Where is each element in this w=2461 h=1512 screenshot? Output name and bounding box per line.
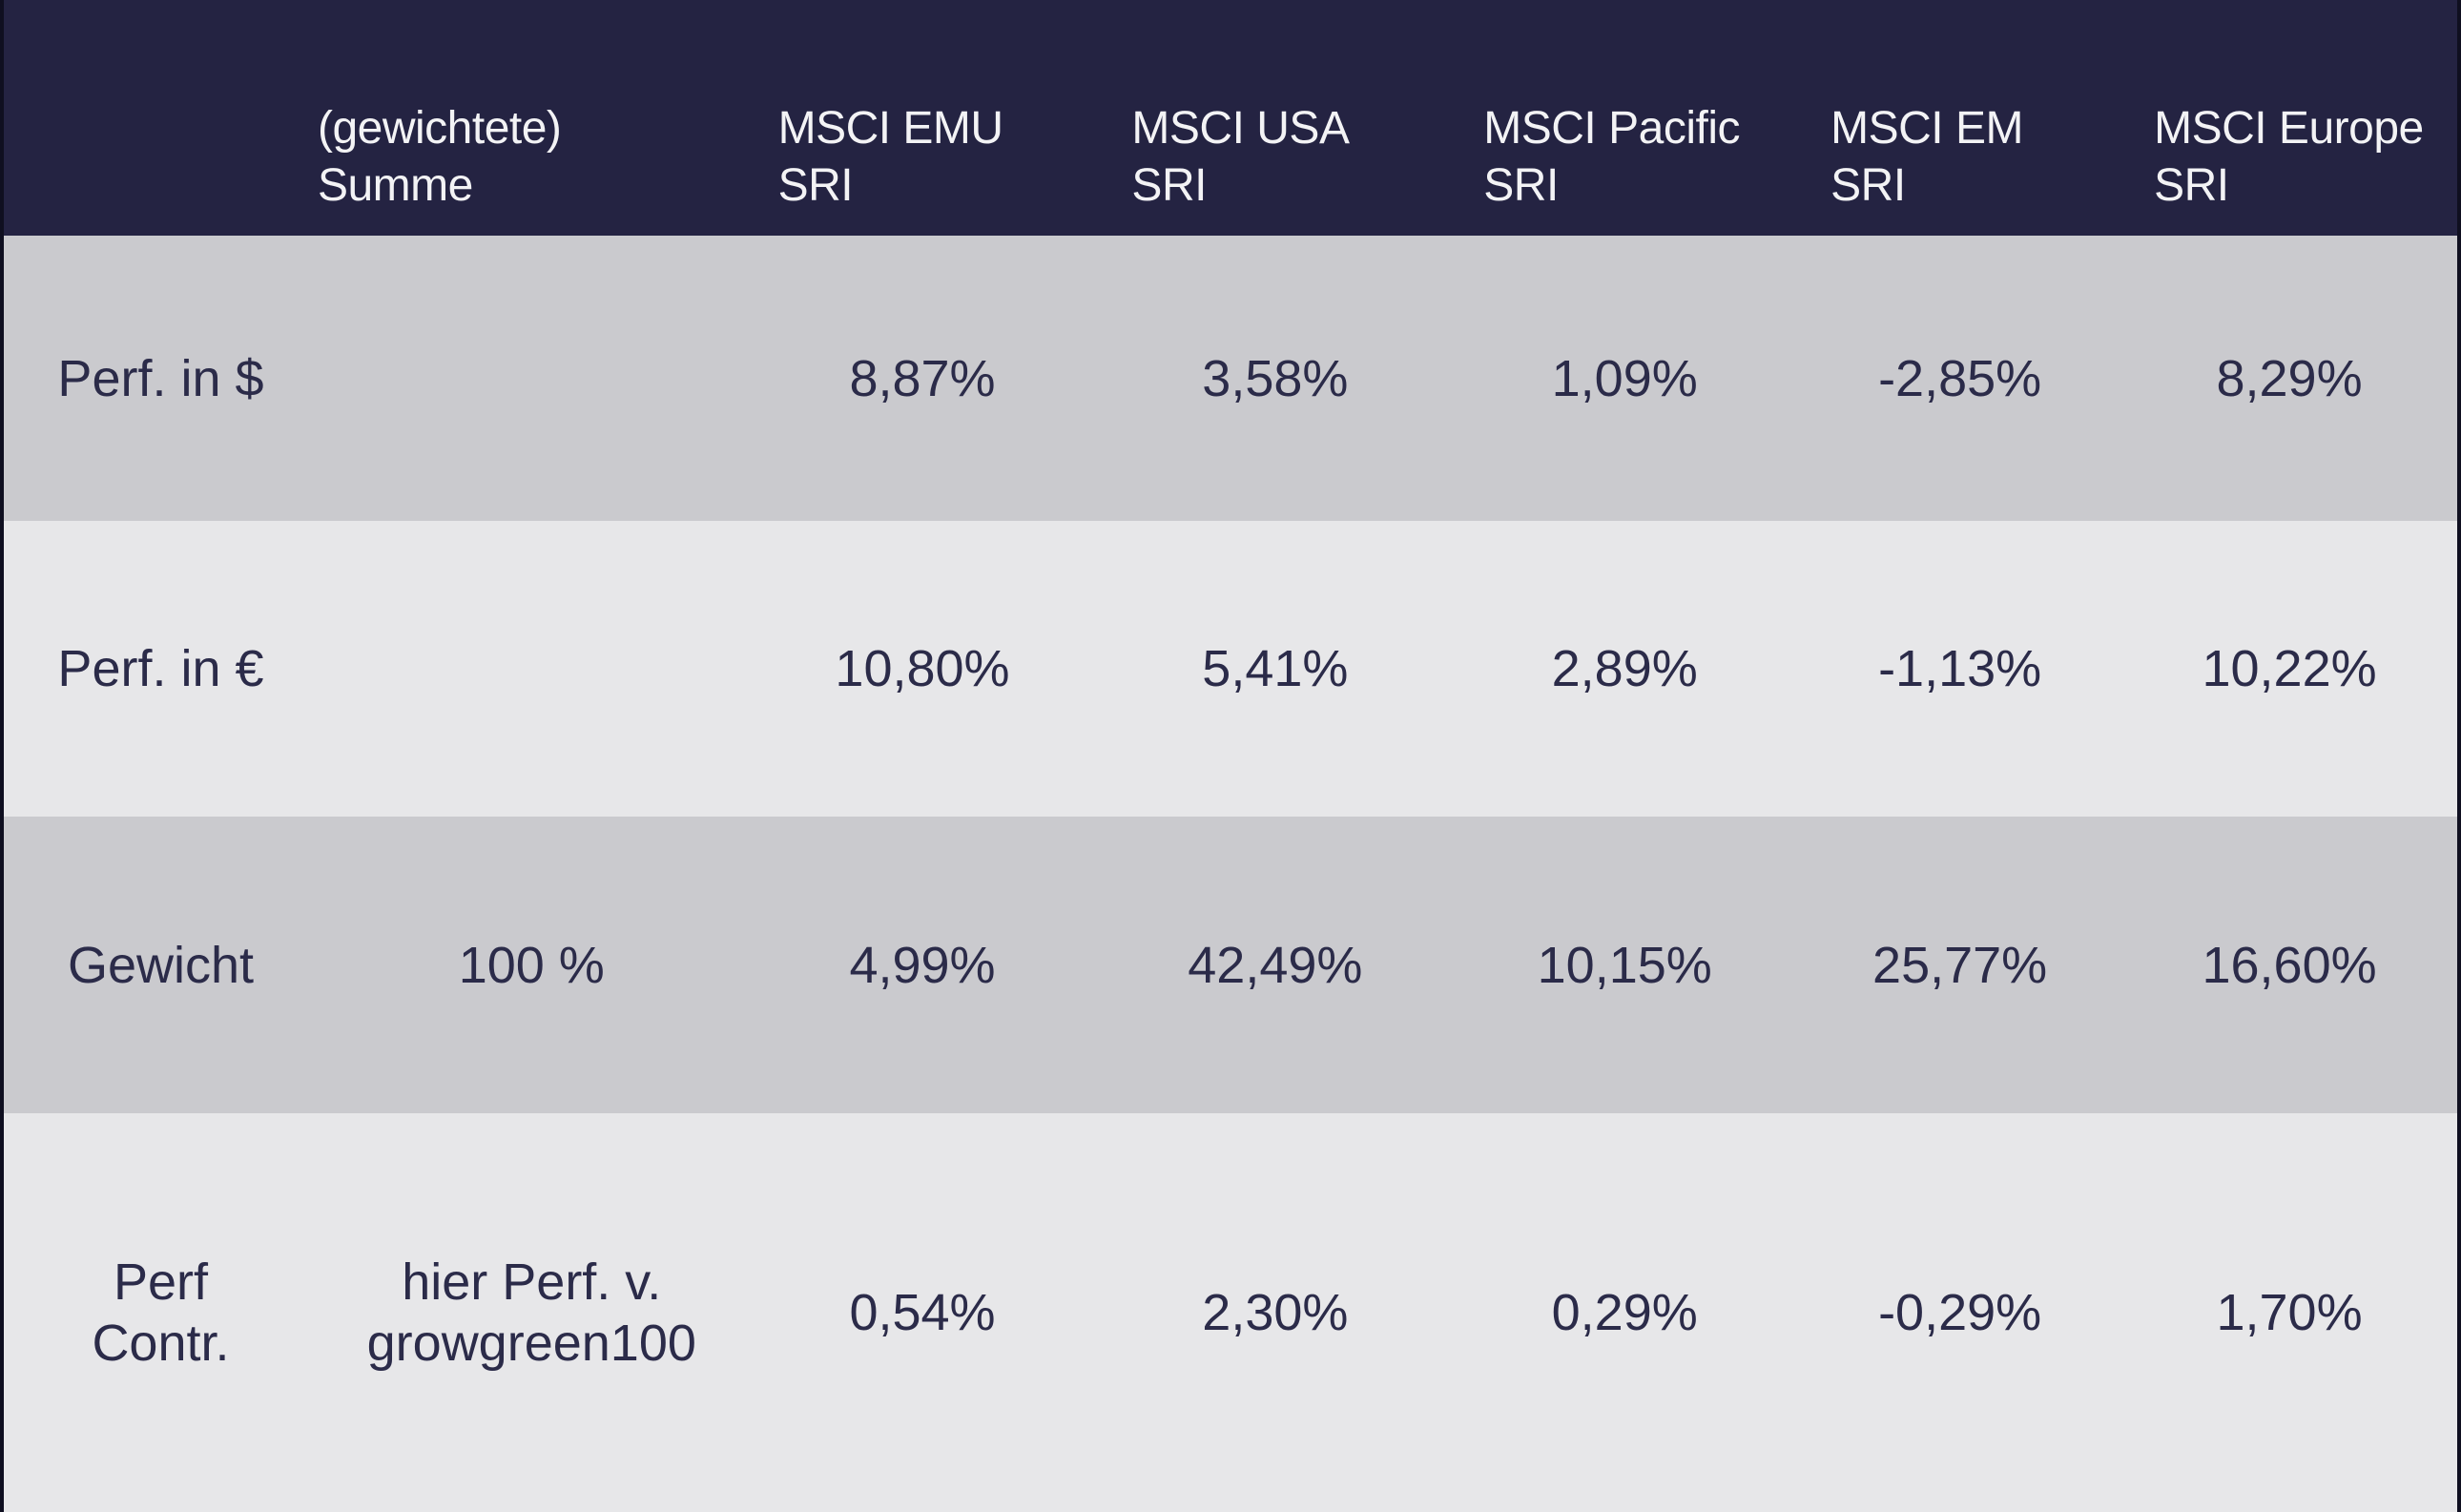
header-cell-msci-emu-sri: MSCI EMU SRI (746, 100, 1100, 215)
table-cell: 10,22% (2202, 640, 2377, 697)
row-label-gewicht: Gewicht (67, 936, 255, 994)
table-cell: 8,29% (2216, 349, 2363, 407)
table-cell: 0,29% (1551, 1284, 1698, 1341)
table-cell: -1,13% (1878, 640, 2042, 697)
header-label-line: SRI (1131, 160, 1207, 211)
table-cell: 25,77% (1872, 936, 2048, 994)
header-label-line: MSCI EMU (777, 103, 1003, 154)
table-cell: 3,58% (1202, 349, 1349, 407)
header-label-line: SRI (777, 160, 854, 211)
table-cell: 10,15% (1537, 936, 1712, 994)
row-label-perf-usd: Perf. in $ (57, 349, 264, 407)
header-label-line: SRI (1830, 160, 1906, 211)
table-cell: -0,29% (1878, 1284, 2042, 1341)
header-cell-msci-europe-sri: MSCI Europe SRI (2121, 100, 2457, 215)
table-cell: 0,54% (849, 1284, 996, 1341)
table-cell: 2,30% (1202, 1284, 1349, 1341)
table-row-perf-contr: Perf Contr. hier Perf. v. growgreen100 0… (4, 1113, 2457, 1512)
header-cell-gewichtete-summe: (gewichtete) Summe (318, 100, 746, 215)
table-cell: 16,60% (2202, 936, 2377, 994)
row-label-perf-eur: Perf. in € (57, 640, 264, 697)
table-row-perf-usd: Perf. in $ 8,87% 3,58% 1,09% -2,85% 8,29… (4, 236, 2457, 521)
table-cell: 10,80% (835, 640, 1010, 697)
header-cell-msci-pacific-sri: MSCI Pacific SRI (1451, 100, 1798, 215)
header-label-line: MSCI EM (1830, 103, 2023, 154)
header-label-line: (gewichtete) (317, 103, 562, 154)
table-cell: 42,49% (1188, 936, 1363, 994)
row-label-perf-contr: Perf Contr. (92, 1253, 230, 1372)
table-cell: 1,09% (1551, 349, 1698, 407)
table-cell: -2,85% (1878, 349, 2042, 407)
header-cell-msci-em-sri: MSCI EM SRI (1798, 100, 2121, 215)
table-cell: 8,87% (849, 349, 996, 407)
header-label-line: SRI (1483, 160, 1559, 211)
header-label-line: MSCI Europe (2154, 103, 2424, 154)
header-label-line: Summe (317, 160, 473, 211)
table-cell: 100 % (458, 936, 605, 994)
table-cell: 1,70% (2216, 1284, 2363, 1341)
header-label-line: MSCI USA (1131, 103, 1350, 154)
table-header-row: (gewichtete) Summe MSCI EMU SRI MSCI USA… (4, 0, 2457, 236)
table-cell: 4,99% (849, 936, 996, 994)
header-label-line: MSCI Pacific (1483, 103, 1740, 154)
table-cell: 5,41% (1202, 640, 1349, 697)
table-row-perf-eur: Perf. in € 10,80% 5,41% 2,89% -1,13% 10,… (4, 521, 2457, 817)
table-row-gewicht: Gewicht 100 % 4,99% 42,49% 10,15% 25,77%… (4, 817, 2457, 1113)
header-cell-msci-usa-sri: MSCI USA SRI (1099, 100, 1451, 215)
table-cell: 2,89% (1551, 640, 1698, 697)
table-cell: hier Perf. v. growgreen100 (366, 1253, 696, 1372)
header-label-line: SRI (2154, 160, 2229, 211)
